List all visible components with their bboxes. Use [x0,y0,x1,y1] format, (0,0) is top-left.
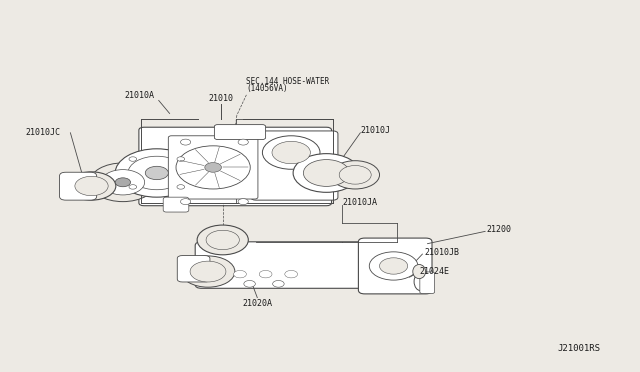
Text: 21010A: 21010A [125,91,154,100]
Circle shape [234,270,246,278]
FancyBboxPatch shape [214,125,266,140]
Circle shape [285,270,298,278]
Circle shape [331,161,380,189]
Circle shape [262,136,320,169]
FancyBboxPatch shape [177,256,210,282]
Circle shape [115,178,131,187]
FancyBboxPatch shape [60,172,97,200]
Circle shape [75,176,108,196]
FancyBboxPatch shape [420,272,435,294]
Text: 21010J: 21010J [360,126,390,135]
Circle shape [115,149,198,197]
Circle shape [129,185,137,189]
Circle shape [303,160,349,186]
Circle shape [238,199,248,205]
Text: 21020A: 21020A [243,299,272,308]
Circle shape [273,280,284,287]
Circle shape [259,270,272,278]
Circle shape [177,157,184,161]
Text: 21010: 21010 [208,94,234,103]
Circle shape [272,141,310,164]
Circle shape [128,156,186,190]
Circle shape [339,166,371,184]
Circle shape [293,154,360,192]
Circle shape [181,256,235,287]
FancyBboxPatch shape [251,131,338,200]
Circle shape [206,230,239,250]
Circle shape [176,146,250,189]
Circle shape [380,258,408,274]
Circle shape [197,225,248,255]
Circle shape [369,252,418,280]
Circle shape [180,139,191,145]
Circle shape [90,163,156,202]
Circle shape [180,199,191,205]
Text: 21010JB: 21010JB [424,248,460,257]
Ellipse shape [413,264,426,279]
Text: 21010JC: 21010JC [26,128,61,137]
FancyBboxPatch shape [195,242,397,288]
Circle shape [177,185,184,189]
Circle shape [145,166,168,180]
Circle shape [205,163,221,172]
FancyBboxPatch shape [139,127,332,206]
Circle shape [129,157,137,161]
Circle shape [67,172,116,200]
Circle shape [190,261,226,282]
Text: SEC.144 HOSE-WATER: SEC.144 HOSE-WATER [246,77,330,86]
Circle shape [244,280,255,287]
FancyBboxPatch shape [358,238,432,294]
Text: 21010JA: 21010JA [342,198,378,207]
Text: J21001RS: J21001RS [557,344,600,353]
Circle shape [101,170,145,195]
FancyBboxPatch shape [168,136,258,199]
Text: 21024E: 21024E [419,267,449,276]
Text: 21200: 21200 [486,225,511,234]
Text: (14056VA): (14056VA) [246,84,288,93]
Ellipse shape [414,272,428,291]
Circle shape [238,139,248,145]
FancyBboxPatch shape [163,197,189,212]
